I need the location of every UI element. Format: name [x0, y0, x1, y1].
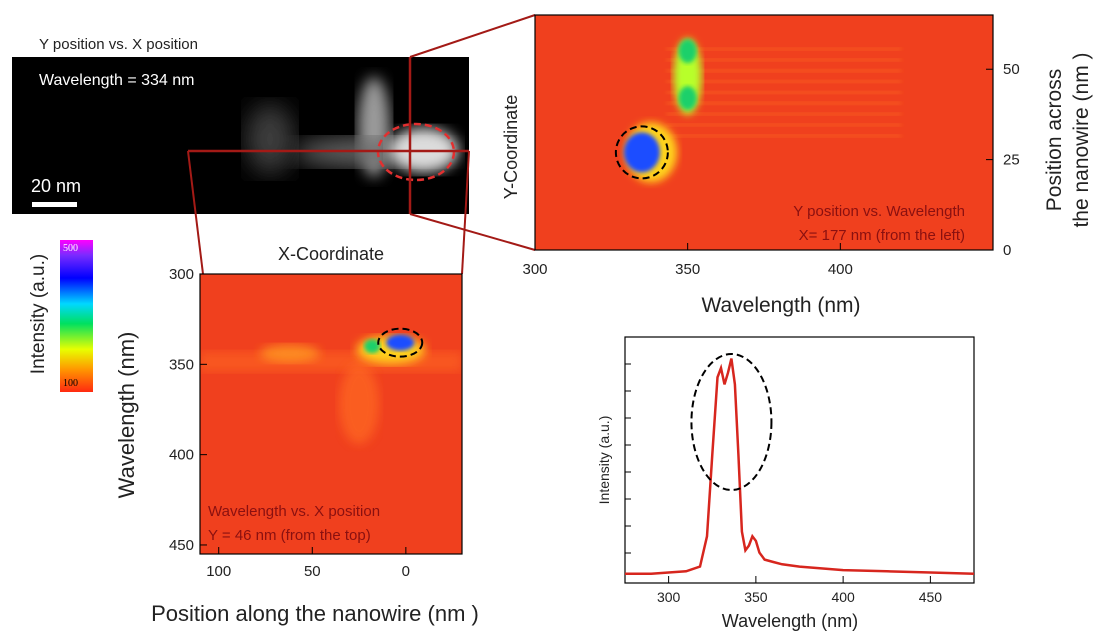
heatmap-b-ytick-label: 450	[169, 537, 194, 554]
heatmap-a-xlabel: Wavelength (nm)	[701, 294, 860, 317]
heatmap-b-xlabel: Position along the nanowire (nm )	[151, 601, 479, 626]
heatmap-b-ytick-label: 400	[169, 447, 194, 464]
colorbar-max-label: 500	[63, 243, 78, 254]
heatmap-a-hotspot	[623, 132, 660, 173]
spectrum-xtick-label: 400	[831, 589, 855, 605]
heatmap-a-ylabel-left: Y-Coordinate	[501, 95, 521, 199]
heatmap-a-streak	[666, 80, 902, 84]
spectrum-xlabel: Wavelength (nm)	[722, 611, 858, 631]
heatmap-wavelength-vs-x: 100 50 0 300 350 400 450 X-Coordinate Waveleng…	[114, 244, 479, 626]
spectrum-xtick-label: 300	[657, 589, 681, 605]
heatmap-a-ylabel-right-line1: Position across	[1043, 69, 1066, 211]
colorbar-title: Intensity (a.u.)	[28, 253, 49, 375]
scale-bar	[32, 202, 77, 207]
spectrum-xtick-label: 450	[919, 589, 943, 605]
zoom-line-bottom	[409, 213, 536, 251]
colorbar	[60, 240, 93, 392]
heatmap-a-streak	[666, 112, 902, 116]
heatmap-b-glow	[339, 364, 380, 445]
colorbar-min-label: 100	[63, 378, 78, 389]
heatmap-b-annotation-line2: Y = 46 nm (from the top)	[208, 527, 371, 544]
heatmap-a-streak	[666, 58, 902, 62]
heatmap-b-hotspot	[364, 339, 381, 354]
heatmap-y-vs-wavelength: 300 350 400 0 25 50 Y position vs. Wavelength…	[501, 14, 1093, 317]
heatmap-a-hotspot	[678, 39, 697, 64]
heatmap-a-ytick-label: 25	[1003, 152, 1020, 169]
heatmap-a-hotspot	[678, 86, 697, 111]
heatmap-b-ytick-label: 300	[169, 266, 194, 283]
heatmap-a-streak	[666, 90, 902, 94]
heatmap-b-glow	[259, 344, 320, 363]
heatmap-b-top-label: X-Coordinate	[278, 244, 384, 264]
heatmap-b-xtick-label: 50	[304, 563, 321, 580]
spectrum-ylabel: Intensity (a.u.)	[596, 416, 612, 505]
sem-panel-title: Y position vs. X position	[39, 36, 198, 53]
spectrum-series-line	[625, 358, 975, 575]
zoom-line-left	[187, 150, 204, 275]
heatmap-a-streak	[666, 101, 902, 105]
spectrum-peak-ellipse	[690, 353, 773, 491]
heatmap-b-ytick-label: 350	[169, 356, 194, 373]
heatmap-b-ylabel: Wavelength (nm)	[114, 332, 139, 499]
heatmap-a-ytick-label: 50	[1003, 61, 1020, 78]
heatmap-a-circle	[614, 125, 669, 180]
zoom-line-top	[409, 14, 536, 58]
spectrum-xtick-label: 350	[744, 589, 768, 605]
sem-wavelength-label: Wavelength = 334 nm	[39, 72, 195, 89]
heatmap-a-xtick-label: 300	[522, 261, 547, 278]
zoom-line-right	[461, 150, 470, 275]
heatmap-a-streak	[666, 47, 902, 51]
heatmap-b-hotspot	[386, 334, 415, 351]
heatmap-a-background	[535, 15, 993, 250]
heatmap-a-xtick-label: 350	[675, 261, 700, 278]
scale-bar-label: 20 nm	[31, 176, 82, 196]
heatmap-a-streak	[666, 134, 902, 138]
spectrum-chart: 300 350 400 450 Wavelength (nm) Intensity (…	[596, 336, 975, 631]
heatmap-a-streak	[666, 69, 902, 73]
heatmap-a-streak	[666, 123, 902, 127]
heatmap-b-xtick-label: 100	[206, 563, 231, 580]
heatmap-a-ytick-label: 0	[1003, 242, 1011, 259]
heatmap-a-xtick-label: 400	[828, 261, 853, 278]
heatmap-b-xtick-label: 0	[402, 563, 410, 580]
heatmap-a-ylabel-right-line2: the nanowire (nm )	[1070, 52, 1093, 227]
heatmap-b-annotation-line1: Wavelength vs. X position	[208, 503, 380, 520]
heatmap-a-annotation-line1: Y position vs. Wavelength	[793, 203, 965, 220]
sem-image	[12, 57, 469, 214]
heatmap-b-circle	[377, 327, 424, 358]
sem-glow-left	[246, 104, 294, 174]
heatmap-a-annotation-line2: X= 177 nm (from the left)	[799, 227, 965, 244]
heatmap-b-background	[200, 274, 462, 554]
